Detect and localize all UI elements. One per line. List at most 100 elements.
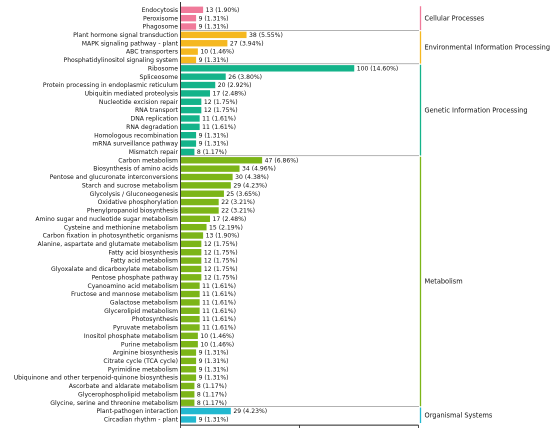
- bar-row: Peroxisome 9 (1.31%): [143, 14, 229, 22]
- bar: [180, 73, 226, 80]
- bar-value-label: 38 (5.55%): [249, 32, 283, 39]
- bar-value-label: 9 (1.31%): [199, 141, 229, 148]
- bar-value-label: 34 (4.96%): [242, 166, 276, 173]
- bars-layer: Endocytosis 13 (1.90%) Peroxisome 9 (1.31%)…: [14, 6, 419, 424]
- bar-row: Circadian rhythm - plant 9 (1.31%): [104, 416, 229, 424]
- bar-row: RNA transport 12 (1.75%): [135, 106, 238, 114]
- group-3: Metabolism: [419, 156, 463, 407]
- bar: [180, 98, 202, 105]
- category-label: Citrate cycle (TCA cycle): [103, 358, 178, 365]
- category-label: Arginine biosynthesis: [113, 350, 178, 357]
- category-label: Endocytosis: [142, 7, 178, 14]
- bar-row: Purine metabolism 10 (1.46%): [121, 341, 234, 348]
- bar-value-label: 9 (1.31%): [199, 132, 229, 139]
- category-label: Glycine, serine and threonine metabolism: [50, 400, 178, 407]
- bar-row: Plant hormone signal transduction 38 (5.5…: [73, 31, 283, 39]
- bar-value-label: 27 (3.94%): [230, 40, 264, 47]
- bar-value-label: 8 (1.17%): [197, 391, 227, 398]
- bar-value-label: 11 (1.61%): [202, 300, 236, 307]
- category-label: Glyoxalate and dicarboxylate metabolism: [51, 266, 178, 273]
- bar-value-label: 12 (1.75%): [204, 99, 238, 106]
- group-0: Cellular Processes: [419, 6, 485, 31]
- bar: [180, 48, 198, 55]
- bar-value-label: 12 (1.75%): [204, 241, 238, 248]
- bar: [180, 207, 219, 214]
- category-label: Pyrimidine metabolism: [108, 366, 178, 373]
- bar-row: Ubiquitin mediated proteolysis 17 (2.48%): [85, 90, 246, 98]
- bar-row: Protein processing in endoplasmic reticu…: [43, 81, 252, 89]
- group-label: Cellular Processes: [425, 14, 485, 22]
- bar-row: Cyanoamino acid metabolism 11 (1.61%): [87, 282, 236, 290]
- bar-row: Glycolysis / Gluconeogenesis 25 (3.65%): [90, 190, 260, 198]
- category-label: Carbon fixation in photosynthetic organi…: [43, 233, 178, 240]
- bar: [180, 6, 204, 13]
- category-label: Ribosome: [148, 65, 178, 72]
- bar-value-label: 9 (1.31%): [199, 366, 229, 373]
- bar: [180, 14, 197, 22]
- bar-value-label: 11 (1.61%): [202, 116, 236, 123]
- bar: [180, 182, 231, 189]
- bar-value-label: 30 (4.38%): [235, 174, 269, 181]
- bar: [180, 81, 216, 89]
- bar-value-label: 13 (1.90%): [206, 233, 240, 240]
- bar: [180, 165, 240, 172]
- bar: [180, 115, 200, 122]
- bar-value-label: 9 (1.31%): [199, 350, 229, 357]
- bar-value-label: 9 (1.31%): [199, 358, 229, 365]
- category-label: Photosynthesis: [132, 316, 178, 323]
- category-label: RNA degradation: [126, 124, 178, 131]
- bar-value-label: 17 (2.48%): [213, 216, 247, 223]
- bar: [180, 374, 197, 381]
- category-label: mRNA surveillance pathway: [92, 141, 178, 148]
- bar-row: MAPK signaling pathway - plant 27 (3.94%): [82, 40, 264, 47]
- bar-value-label: 12 (1.75%): [204, 107, 238, 114]
- bar-value-label: 12 (1.75%): [204, 266, 238, 273]
- bar-row: Spliceosome 26 (3.80%): [139, 73, 262, 81]
- bar-value-label: 10 (1.46%): [200, 49, 234, 56]
- category-label: Circadian rhythm - plant: [104, 417, 179, 424]
- bar-row: Ascorbate and aldarate metabolism 8 (1.17…: [69, 382, 227, 390]
- bar: [180, 290, 200, 298]
- category-label: Oxidative phosphorylation: [98, 199, 179, 206]
- bar: [180, 249, 202, 256]
- bar: [180, 65, 355, 72]
- bar-value-label: 8 (1.17%): [197, 400, 227, 407]
- bar: [180, 332, 198, 340]
- bar-value-label: 11 (1.61%): [202, 308, 236, 315]
- bar-row: Glyoxalate and dicarboxylate metabolism 1…: [51, 265, 238, 273]
- bar-row: Plant-pathogen interaction 29 (4.23%): [96, 407, 267, 415]
- bar: [180, 257, 202, 264]
- category-label: Starch and sucrose metabolism: [82, 182, 178, 189]
- bar-row: Carbon metabolism 47 (6.86%): [118, 157, 298, 164]
- bar-row: Ribosome 100 (14.60%): [148, 65, 398, 72]
- bar-value-label: 15 (2.19%): [209, 224, 243, 231]
- bar-row: Nucleotide excision repair 12 (1.75%): [99, 98, 238, 106]
- category-label: Pyruvate metabolism: [113, 325, 178, 332]
- category-label: Glycerophospholipid metabolism: [78, 391, 178, 398]
- bar: [180, 299, 200, 306]
- bar-value-label: 9 (1.31%): [199, 15, 229, 22]
- category-label: MAPK signaling pathway - plant: [82, 40, 179, 47]
- category-label: Phenylpropanoid biosynthesis: [87, 208, 178, 215]
- bar-value-label: 9 (1.31%): [199, 57, 229, 64]
- bar-row: Arginine biosynthesis 9 (1.31%): [113, 349, 229, 357]
- bar-value-label: 11 (1.61%): [202, 283, 236, 290]
- bar: [180, 407, 231, 415]
- bar-row: Pentose phosphate pathway 12 (1.75%): [92, 274, 238, 281]
- bar-value-label: 11 (1.61%): [202, 124, 236, 131]
- bar-row: Inositol phosphate metabolism 10 (1.46%): [84, 332, 234, 340]
- bar-value-label: 8 (1.17%): [197, 149, 227, 156]
- bar: [180, 123, 200, 131]
- bar-row: Citrate cycle (TCA cycle) 9 (1.31%): [103, 357, 229, 365]
- bar-row: Fatty acid metabolism 12 (1.75%): [111, 257, 238, 265]
- category-label: Nucleotide excision repair: [99, 99, 179, 106]
- bar: [180, 198, 219, 206]
- bar-row: Starch and sucrose metabolism 29 (4.23%): [82, 182, 267, 189]
- bar: [180, 382, 195, 390]
- bar-value-label: 100 (14.60%): [357, 65, 399, 72]
- category-label: Ubiquinone and other terpenoid-quinone b…: [14, 375, 178, 382]
- bar: [180, 215, 211, 222]
- bar-value-label: 11 (1.61%): [202, 325, 236, 332]
- bar-row: Phenylpropanoid biosynthesis 22 (3.21%): [87, 207, 255, 215]
